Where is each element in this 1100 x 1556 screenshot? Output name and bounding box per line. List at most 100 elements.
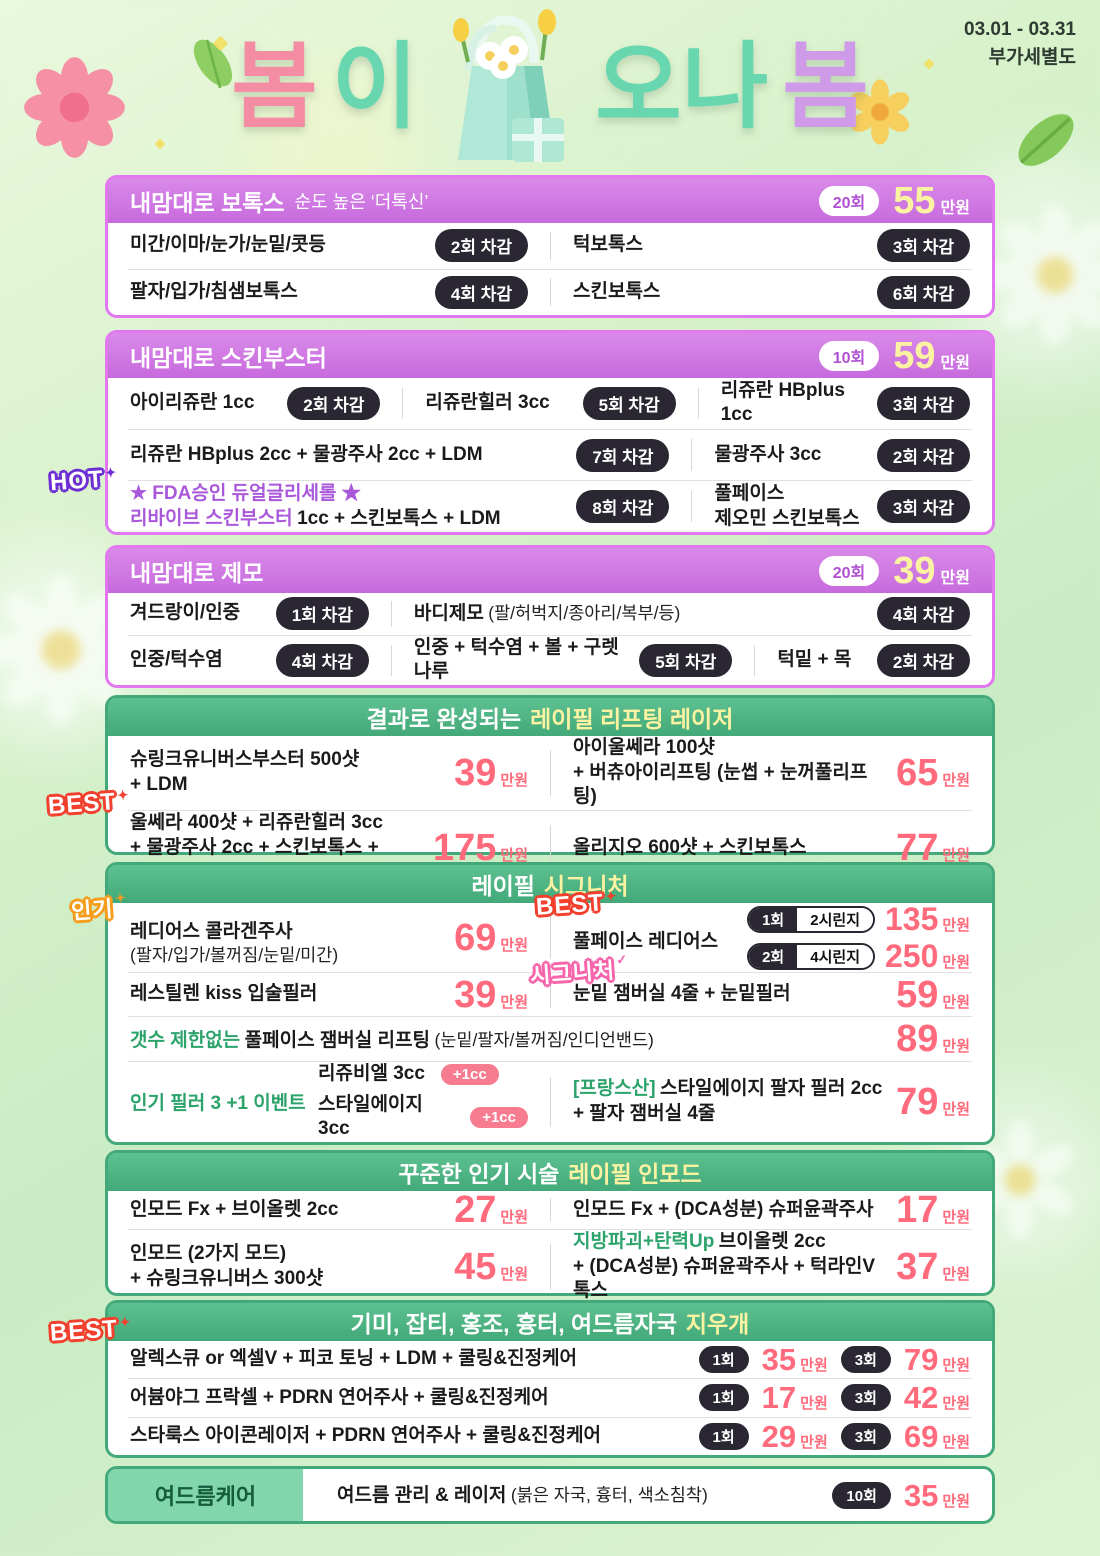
session-count-badge: 20회 <box>818 555 880 586</box>
event-cell: 인기 필러 3 +1 이벤트 리쥬비엘 3cc +1cc 스타일에이지 3cc … <box>108 1062 550 1142</box>
price: 35 만원 <box>761 1342 828 1378</box>
price-cell: 올리지오 600샷 + 스킨보톡스 77 만원 <box>551 829 992 867</box>
treatment-name: 인중 + 턱수염 + 볼 + 구렛나루 <box>413 636 619 683</box>
section-title: 내맘대로 보톡스 <box>130 189 285 216</box>
signature-body: 레디어스 콜라겐주사 (팔자/입가/볼꺼짐/눈밑/미간) 69 만원 풀페이스 레… <box>108 903 992 1142</box>
treatment-name: 알렉스큐 or 엑셀V + 피코 토닝 + LDM + 쿨링&진정케어 <box>130 1348 578 1370</box>
deduction-badge: 2회 차감 <box>434 229 528 263</box>
deduction-badge: 4회 차감 <box>876 597 970 631</box>
divider <box>550 1244 551 1290</box>
inmode-section-header: 꾸준한 인기 시술 레이필 인모드 <box>108 1153 992 1191</box>
price-cell: 턱밑 + 목 2회 차감 <box>755 643 992 677</box>
table-row: 슈링크유니버스부스터 500샷 + LDM 39 만원 아이울쎄라 100샷 + … <box>108 736 992 810</box>
best-badge: BEST✦ <box>535 888 618 921</box>
price: 79 만원 <box>903 1342 970 1378</box>
treatment-name: 레스틸렌 kiss 입술필러 <box>130 983 318 1005</box>
deduction-badge: 7회 차감 <box>576 438 670 472</box>
treatment-name-block: 인모드 (2가지 모드) + 슈링크유니버스 300샷 <box>130 1243 324 1290</box>
price-cell: 리쥬란 HBplus 1cc 3회 차감 <box>699 379 992 428</box>
star-icon: ✦ <box>604 888 618 904</box>
count-badge: 1회 <box>698 1384 749 1412</box>
price-cell: 팔자/입가/침샘보톡스 4회 차감 <box>108 275 550 309</box>
divider <box>128 1016 972 1018</box>
pigment-eraser-section: BEST✦ 기미, 잡티, 홍조, 흉터, 여드름자국 지우개 알렉스큐 or … <box>49 1300 995 1458</box>
divider <box>691 490 693 523</box>
option-row: 1회 2시린지 135 만원 <box>747 903 970 935</box>
price-cell: [프랑스산] 스타일에이지 팔자 필러 2cc + 팔자 잼버실 4줄 79 만원 <box>551 1077 992 1126</box>
botox-body: 미간/이마/눈가/눈밑/콧등 2회 차감 턱보톡스 3회 차감 팔자/입가/침샘… <box>108 223 992 315</box>
table-row: 팔자/입가/침샘보톡스 4회 차감 스킨보톡스 6회 차감 <box>108 270 992 316</box>
table-row: 인중/턱수염 4회 차감 인중 + 턱수염 + 볼 + 구렛나루 5회 차감 턱… <box>108 636 992 685</box>
table-row: 레디어스 콜라겐주사 (팔자/입가/볼꺼짐/눈밑/미간) 69 만원 풀페이스 레… <box>108 903 992 972</box>
divider <box>754 645 756 676</box>
treatment-name: 눈밑 잼버실 4줄 + 눈밑필러 <box>573 983 791 1005</box>
price: 65 만원 <box>896 752 970 795</box>
divider <box>128 1229 972 1230</box>
price-cell: 스킨보톡스 6회 차감 <box>551 275 992 309</box>
price: 17 만원 <box>761 1380 828 1416</box>
price: 42 만원 <box>903 1380 970 1416</box>
table-row: 레스틸렌 kiss 입술필러 39 만원 눈밑 잼버실 4줄 + 눈밑필러 59 만… <box>108 973 992 1016</box>
treatment-name: 인모드 Fx + 브이올렛 2cc <box>130 1198 339 1220</box>
treatment-name-block: 아이울쎄라 100샷 + 버츄아이리프팅 (눈썹 + 눈꺼풀리프팅) <box>573 737 868 808</box>
star-icon: ✦ <box>114 890 128 906</box>
date-range: 03.01 - 03.31 <box>964 19 1076 40</box>
section-title-yellow: 레이필 리프팅 레이저 <box>530 706 734 732</box>
table-row: 갯수 제한없는 풀페이스 잼버실 리프팅 (눈밑/팔자/볼꺼짐/인디언밴드) 8… <box>108 1017 992 1060</box>
treatment-name: 리쥬란 HBplus 1cc <box>720 379 845 426</box>
treatment-name: 갯수 제한없는 풀페이스 잼버실 리프팅 (눈밑/팔자/볼꺼짐/인디언밴드) <box>130 1029 654 1051</box>
daisy-flower-icon <box>985 205 1100 345</box>
price-cell: 아이울쎄라 100샷 + 버츄아이리프팅 (눈썹 + 눈꺼풀리프팅) 65 만원 <box>551 736 992 810</box>
treatment-name-block: ★ FDA승인 듀얼글리세롤 ★ 리바이브 스킨부스터 1cc + 스킨보톡스 … <box>130 482 501 531</box>
deduction-badge: 4회 차감 <box>434 275 528 309</box>
deduction-badge: 3회 차감 <box>876 490 970 524</box>
star-icon: ✦ <box>116 787 130 803</box>
hair-removal-section: 내맘대로 제모 20회 39 만원 겨드랑이/인중 1회 차감 바디제모 (팔/… <box>105 545 995 688</box>
treatment-name: 미간/이마/눈가/눈밑/콧등 <box>130 234 326 256</box>
fda-approval-line: ★ FDA승인 듀얼글리세롤 ★ <box>130 482 361 504</box>
treatment-name-line2: 제오민 스킨보톡스 <box>714 507 860 529</box>
price: 250 만원 <box>885 938 970 974</box>
treatment-name-block: 풀페이스 제오민 스킨보톡스 <box>714 482 859 531</box>
count-badge: 3회 <box>840 1346 891 1374</box>
session-count-badge: 10회 <box>818 340 880 371</box>
treatment-name: 아이리쥬란 1cc <box>130 391 255 413</box>
treatment-name: 겨드랑이/인중 <box>130 602 241 624</box>
table-row: 미간/이마/눈가/눈밑/콧등 2회 차감 턱보톡스 3회 차감 <box>108 223 992 269</box>
treatment-name-block: [프랑스산] 스타일에이지 팔자 필러 2cc + 팔자 잼버실 4줄 <box>573 1078 883 1124</box>
divider <box>550 981 551 1009</box>
deduction-badge: 4회 차감 <box>275 643 369 677</box>
botox-section-header: 내맘대로 보톡스 순도 높은 ‘더톡신’ 20회 55 만원 <box>108 178 992 223</box>
package-price: 59 만원 <box>893 337 970 375</box>
title-word: 봄 <box>231 33 318 139</box>
price: 59 만원 <box>896 973 970 1016</box>
divider <box>550 1077 551 1127</box>
price: 39 만원 <box>454 973 528 1016</box>
price-cell: 인모드 (2가지 모드) + 슈링크유니버스 300샷 45 만원 <box>108 1242 550 1291</box>
price-cell: 눈밑 잼버실 4줄 + 눈밑필러 59 만원 <box>551 976 992 1014</box>
treatment-name: 리바이브 스킨부스터 1cc + 스킨보톡스 + LDM <box>130 507 501 532</box>
star-icon: ✦ <box>104 464 118 481</box>
treatment-name: 턱보톡스 <box>573 234 643 256</box>
price-cell: 인중 + 턱수염 + 볼 + 구렛나루 5회 차감 <box>392 636 754 685</box>
divider <box>390 645 392 676</box>
price-cell: 여드름 관리 & 레이저 (붉은 자국, 흉터, 색소침착) 10회 35 만원 <box>303 1469 992 1521</box>
table-row: 아이리쥬란 1cc 2회 차감 리쥬란힐러 3cc 5회 차감 리쥬란 HBpl… <box>108 378 992 429</box>
divider <box>550 750 551 796</box>
price: 89 만원 <box>896 1018 970 1061</box>
price-group: 10회 35 만원 <box>832 1480 970 1511</box>
divider <box>550 916 551 959</box>
table-row: 울쎄라 400샷 + 리쥬란힐러 3cc + 물광주사 2cc + 스킨보톡스 … <box>108 811 992 885</box>
section-title-yellow: 레이필 인모드 <box>568 1161 702 1187</box>
session-option-pill: 1회 2시린지 <box>747 905 875 933</box>
divider <box>402 387 404 420</box>
title-word: 오나 <box>595 33 769 139</box>
leaf-icon <box>193 39 233 89</box>
price-cell: 알렉스큐 or 엑셀V + 피코 토닝 + LDM + 쿨링&진정케어 1회 3… <box>108 1344 992 1375</box>
divider <box>128 428 972 430</box>
table-row: 리쥬란 HBplus 2cc + 물광주사 2cc + LDM 7회 차감 물광… <box>108 430 992 481</box>
deduction-badge: 2회 차감 <box>287 386 381 420</box>
table-row: 어븀야그 프락셀 + PDRN 연어주사 + 쿨링&진정케어 1회 17 만원 3… <box>108 1379 992 1416</box>
price: 175 만원 <box>432 827 528 870</box>
price: 37 만원 <box>896 1246 970 1289</box>
